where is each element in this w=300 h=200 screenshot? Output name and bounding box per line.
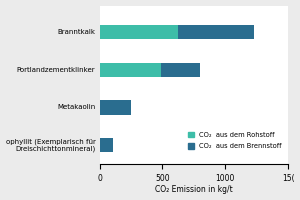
Bar <box>161 63 200 77</box>
Bar <box>100 100 131 115</box>
Bar <box>100 138 113 152</box>
Legend: CO₂  aus dem Rohstoff, CO₂  aus dem Brennstoff: CO₂ aus dem Rohstoff, CO₂ aus dem Brenns… <box>184 129 285 153</box>
Bar <box>100 25 178 39</box>
X-axis label: CO₂ Emission in kg/t: CO₂ Emission in kg/t <box>155 185 233 194</box>
Bar <box>178 25 254 39</box>
Bar <box>100 63 161 77</box>
